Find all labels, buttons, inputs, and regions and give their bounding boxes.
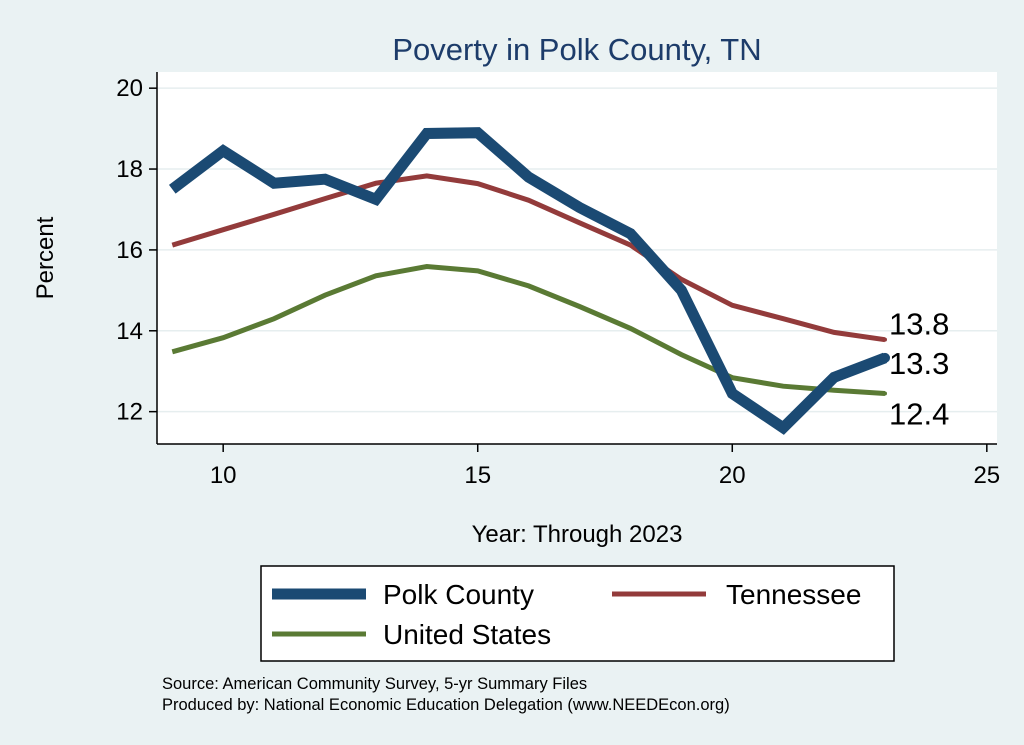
legend: Polk County Tennessee United States xyxy=(260,565,895,662)
x-tick-label: 20 xyxy=(719,462,746,489)
legend-label-us: United States xyxy=(383,619,551,650)
series-line-united-states xyxy=(171,263,886,396)
series-end-marker xyxy=(883,337,887,342)
end-label-polk-county: 13.3 xyxy=(889,346,949,381)
series-end-marker xyxy=(880,352,890,363)
producer-note: Produced by: National Economic Education… xyxy=(162,696,730,714)
legend-box xyxy=(260,565,895,662)
plot-area xyxy=(157,72,997,444)
y-axis-title: Percent xyxy=(32,216,59,299)
series-line-tennessee xyxy=(171,173,886,343)
series-end-marker xyxy=(883,391,887,396)
end-label-tennessee: 13.8 xyxy=(889,307,949,342)
end-label-united-states: 12.4 xyxy=(889,396,949,431)
y-tick-label: 12 xyxy=(116,399,143,426)
legend-label-polk: Polk County xyxy=(383,579,534,610)
source-note: Source: American Community Survey, 5-yr … xyxy=(162,675,587,693)
y-tick-label: 18 xyxy=(116,156,143,183)
x-axis-title: Year: Through 2023 xyxy=(472,521,683,548)
series-line-polk-county xyxy=(168,127,887,435)
x-tick-label: 15 xyxy=(464,462,491,489)
y-tick-label: 20 xyxy=(116,75,143,102)
legend-label-tennessee: Tennessee xyxy=(726,579,861,610)
x-tick-label: 10 xyxy=(210,462,237,489)
series-lines xyxy=(168,127,890,435)
y-tick-label: 14 xyxy=(116,318,143,345)
chart-title: Poverty in Polk County, TN xyxy=(392,32,761,67)
x-tick-label: 25 xyxy=(973,462,1000,489)
y-tick-label: 16 xyxy=(116,237,143,264)
axes: 12 14 16 18 20 10 15 20 25 xyxy=(116,72,1000,489)
end-labels: 13.3 13.8 12.4 xyxy=(889,307,949,432)
gridlines xyxy=(157,87,997,413)
